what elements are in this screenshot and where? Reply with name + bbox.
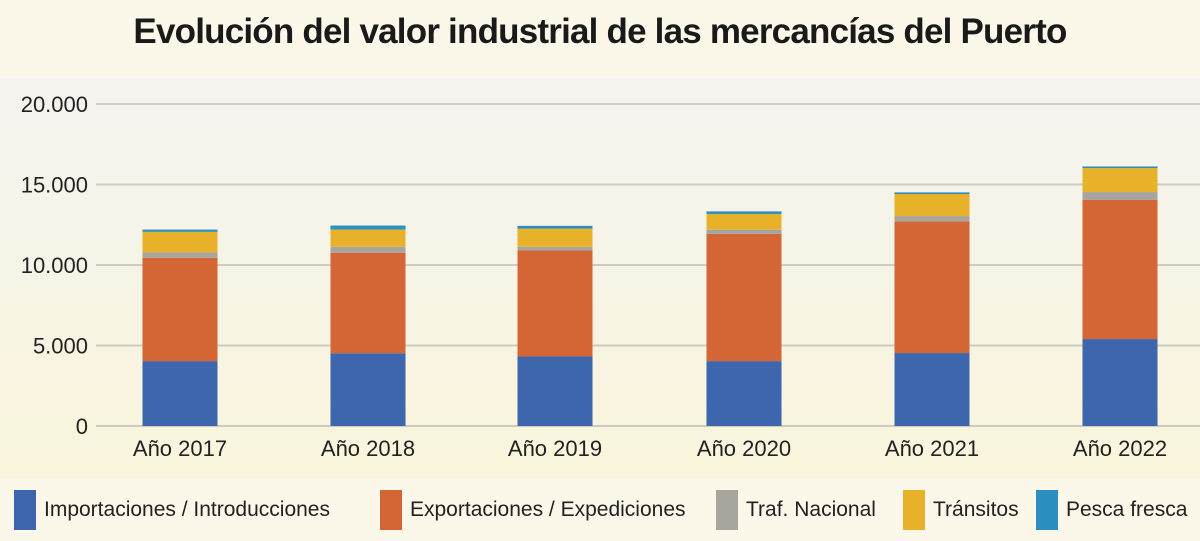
legend-item: Pesca fresca [1036, 488, 1187, 532]
legend-swatch [1036, 490, 1058, 530]
legend-item: Exportaciones / Expediciones [380, 488, 686, 532]
legend-label: Traf. Nacional [746, 498, 876, 521]
y-tick-label: 15.000 [21, 173, 88, 198]
legend-swatch [14, 490, 36, 530]
x-tick-label: Año 2018 [321, 436, 415, 461]
bar-segment [894, 216, 970, 222]
bar-segment [142, 361, 218, 426]
legend-swatch [380, 490, 402, 530]
x-tick-label: Año 2017 [133, 436, 227, 461]
bar-segment [1082, 199, 1158, 340]
bar-segment [706, 213, 782, 230]
x-tick-label: Año 2020 [697, 436, 791, 461]
x-tick-label: Año 2021 [885, 436, 979, 461]
legend-label: Exportaciones / Expediciones [410, 498, 686, 521]
bar-segment [1082, 166, 1158, 169]
bar-segment [517, 246, 593, 251]
chart-title: Evolución del valor industrial de las me… [133, 12, 1067, 51]
bar-segment [330, 225, 406, 230]
bar-segment [706, 229, 782, 234]
bar-segment [894, 221, 970, 354]
bar-segment [142, 257, 218, 362]
bar-segment [894, 192, 970, 194]
bar-segment [142, 229, 218, 232]
x-tick-label: Año 2019 [508, 436, 602, 461]
bar-segment [330, 229, 406, 247]
bar-segment [706, 361, 782, 426]
bar-segment [1082, 339, 1158, 426]
bar-segment [330, 353, 406, 426]
bar-segment [1082, 192, 1158, 200]
legend-item: Importaciones / Introducciones [14, 488, 330, 532]
y-tick-label: 20.000 [21, 92, 88, 117]
bar-segment [517, 225, 593, 229]
bar-segment [517, 228, 593, 247]
bar-segment [517, 250, 593, 357]
legend-label: Tránsitos [933, 498, 1019, 521]
bar-segment [706, 211, 782, 214]
bar-segment [894, 193, 970, 217]
legend-item: Tránsitos [903, 488, 1019, 532]
legend-item: Traf. Nacional [716, 488, 876, 532]
y-tick-label: 0 [76, 414, 88, 439]
bar-segment [330, 246, 406, 253]
x-tick-label: Año 2022 [1073, 436, 1167, 461]
bar-segment [706, 233, 782, 362]
bar-segment [142, 252, 218, 258]
bar-segment [894, 353, 970, 426]
bar-segment [517, 356, 593, 426]
y-tick-label: 5.000 [33, 334, 88, 359]
legend: Importaciones / Introducciones Exportacio… [0, 488, 1200, 532]
y-tick-label: 10.000 [21, 253, 88, 278]
legend-swatch [716, 490, 738, 530]
bar-segment [142, 231, 218, 253]
legend-swatch [903, 490, 925, 530]
bar-segment [1082, 168, 1158, 193]
legend-label: Importaciones / Introducciones [44, 498, 330, 521]
bar-segment [330, 252, 406, 354]
legend-label: Pesca fresca [1066, 498, 1188, 521]
